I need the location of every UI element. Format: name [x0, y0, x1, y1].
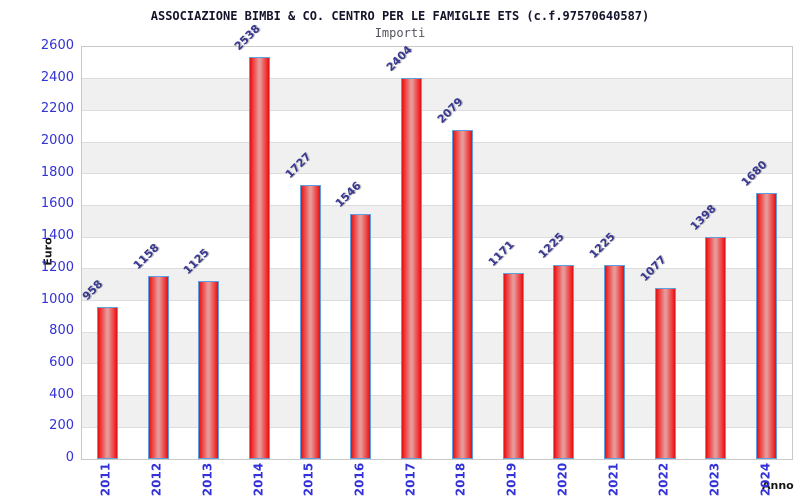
gridline: [82, 173, 792, 175]
bar: [350, 214, 372, 459]
y-tick-label: 400: [49, 386, 74, 402]
y-tick-label: 0: [65, 450, 74, 465]
bar: [299, 185, 321, 459]
x-axis-title: Anno: [762, 479, 794, 492]
bar: [401, 78, 423, 459]
gridline: [82, 78, 792, 80]
gridline: [82, 426, 792, 428]
x-tick-label: 2013: [200, 462, 215, 497]
x-tick-label: 2023: [707, 462, 722, 497]
x-tick-label: 2012: [149, 462, 164, 497]
chart-subtitle: Importi: [374, 26, 426, 40]
bar: [147, 275, 169, 459]
plot-stripe: [82, 395, 792, 428]
y-tick-label: 1000: [40, 291, 74, 307]
plot-area: 958 1158 1125 2538 1727 1546 2404 2079 1171 1225 1…: [80, 22, 793, 460]
x-tick-label: 2017: [403, 462, 418, 497]
x-tick-label: 2021: [606, 462, 620, 497]
x-tick-label: 2020: [555, 462, 570, 497]
plot-stripe: [82, 142, 792, 174]
x-tick-label: 2015: [301, 462, 316, 497]
y-tick-label: 2400: [40, 69, 74, 85]
y-tick-label: 1200: [40, 259, 74, 275]
plot-stripe: [82, 205, 792, 238]
gridline: [82, 141, 792, 143]
bar: [705, 237, 727, 459]
bar: [451, 129, 473, 459]
bar: [249, 56, 270, 459]
gridline: [82, 331, 792, 333]
y-tick-label: 2600: [40, 38, 74, 53]
gridline: [82, 268, 792, 270]
y-tick-label: 1600: [40, 196, 74, 212]
y-tick-label: 2200: [40, 101, 74, 117]
gridline: [82, 300, 792, 302]
bar: [553, 264, 575, 459]
gridline: [82, 236, 792, 238]
bar-value-label: 1171: [485, 238, 517, 270]
bar: [96, 307, 118, 459]
gridline: [82, 395, 792, 397]
bar-value-label: 2404: [383, 43, 415, 75]
y-tick-label: 2000: [40, 133, 74, 149]
gridline: [82, 363, 792, 365]
y-tick-label: 1400: [40, 228, 74, 244]
bar: [654, 288, 676, 459]
x-tick-label: 2022: [656, 462, 671, 497]
bar-value-label: 1158: [130, 240, 162, 272]
bar: [604, 264, 625, 459]
y-tick-label: 1800: [40, 164, 74, 180]
y-tick-label: 200: [49, 418, 74, 434]
x-tick-label: 2016: [352, 462, 367, 497]
gridline: [82, 204, 792, 206]
x-tick-label: 2014: [251, 462, 265, 497]
x-tick-label: 2019: [504, 462, 519, 497]
y-tick-label: 800: [49, 323, 74, 339]
bar: [198, 280, 220, 459]
bar: [756, 192, 778, 459]
x-tick-label: 2018: [453, 462, 468, 497]
x-tick-label: 2011: [98, 462, 113, 497]
chart-title: ASSOCIAZIONE BIMBI & CO. CENTRO PER LE F…: [150, 9, 650, 23]
gridline: [82, 109, 792, 111]
plot-stripe: [82, 78, 792, 111]
x-tick-label: 2024: [758, 462, 773, 497]
y-tick-label: 600: [49, 354, 74, 370]
plot-stripe: [82, 332, 792, 364]
bar: [502, 273, 524, 459]
